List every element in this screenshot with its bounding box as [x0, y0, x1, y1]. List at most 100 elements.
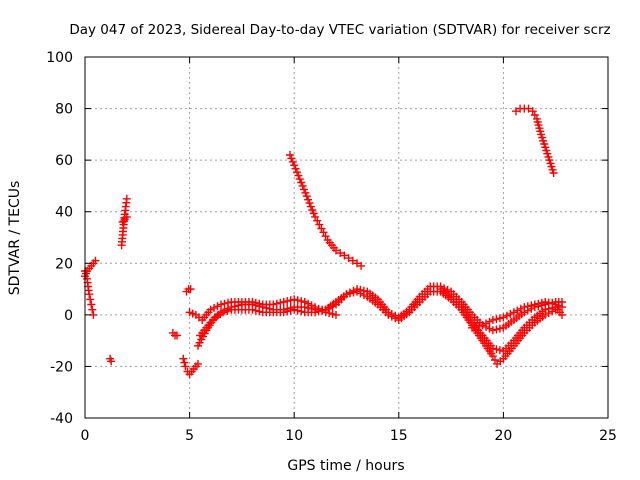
data-point: [297, 307, 306, 316]
data-point: [513, 306, 522, 315]
data-point: [495, 346, 504, 355]
data-point: [286, 296, 295, 305]
data-point: [85, 290, 94, 299]
data-point: [541, 305, 550, 314]
data-point: [356, 289, 365, 298]
data-points: [81, 104, 566, 379]
data-point: [302, 192, 311, 201]
data-point: [224, 298, 232, 307]
data-point: [534, 299, 543, 308]
data-point: [349, 288, 358, 297]
x-tick-label: 10: [285, 428, 303, 444]
data-point: [186, 285, 195, 294]
data-point: [344, 254, 353, 263]
x-tick-label: 25: [599, 428, 617, 444]
series-arc-high-1: [286, 151, 366, 270]
data-point: [217, 300, 225, 309]
data-point: [304, 195, 313, 204]
data-point: [88, 305, 97, 314]
series-arc-early-3: [106, 354, 116, 366]
data-point: [283, 297, 292, 306]
data-point: [346, 289, 354, 298]
data-point: [300, 298, 309, 306]
data-point: [357, 261, 366, 270]
data-point: [279, 298, 288, 306]
data-point: [468, 323, 476, 332]
data-point: [499, 313, 508, 322]
data-point: [482, 319, 490, 328]
data-point: [328, 310, 337, 318]
data-point: [298, 181, 307, 190]
series-arc-early-7: [182, 285, 195, 296]
data-point: [305, 199, 314, 208]
data-point: [301, 188, 310, 197]
data-point: [210, 304, 218, 312]
data-point: [558, 310, 566, 319]
data-point: [248, 298, 257, 306]
data-point: [524, 104, 533, 113]
data-point: [91, 256, 100, 265]
x-axis-label: GPS time / hours: [287, 458, 404, 474]
series-arc-high-2: [512, 104, 558, 177]
data-point: [293, 296, 302, 305]
data-point: [509, 308, 518, 317]
data-point: [206, 305, 215, 314]
data-point: [387, 312, 396, 321]
data-point: [288, 157, 297, 166]
data-point: [359, 291, 368, 300]
data-point: [314, 304, 323, 313]
x-tick-label: 5: [185, 428, 194, 444]
data-point: [290, 295, 299, 304]
data-point: [544, 298, 553, 307]
series-arc-early-1: [81, 267, 98, 319]
data-point: [213, 302, 222, 311]
data-point: [300, 185, 308, 194]
data-point: [293, 168, 301, 177]
data-point: [549, 169, 558, 177]
series-arc-dip: [179, 354, 202, 379]
data-point: [179, 354, 188, 363]
data-point: [332, 246, 340, 255]
data-point: [283, 307, 292, 316]
series-arc-main-6: [468, 298, 566, 332]
data-point: [180, 358, 189, 367]
y-tick-label: 80: [55, 102, 73, 118]
data-point: [297, 297, 306, 306]
data-point: [295, 175, 304, 184]
series-arc-early-4: [117, 194, 131, 250]
data-point: [309, 209, 318, 218]
series-arc-early-5: [118, 212, 131, 226]
data-point: [290, 305, 299, 314]
data-point: [488, 344, 497, 353]
series-arc-main-3: [185, 295, 309, 324]
data-point: [485, 317, 494, 326]
data-point: [502, 311, 511, 320]
data-point: [286, 151, 294, 159]
data-point: [294, 171, 303, 180]
data-point: [318, 306, 327, 315]
data-point: [523, 302, 532, 311]
data-point: [492, 325, 501, 334]
data-point: [220, 299, 229, 308]
series-arc-early-6: [168, 328, 181, 340]
data-point: [492, 345, 501, 354]
data-point: [342, 290, 351, 299]
data-point: [290, 161, 299, 170]
data-point: [297, 178, 306, 187]
data-point: [291, 164, 300, 173]
data-point: [248, 305, 257, 314]
y-tick-label: 20: [55, 256, 73, 272]
data-point: [87, 300, 96, 309]
data-point: [325, 309, 334, 318]
data-point: [308, 206, 317, 214]
y-tick-label: 60: [55, 153, 73, 169]
data-point: [293, 306, 302, 315]
y-tick-label: 100: [46, 50, 73, 66]
series-arc-early-2: [81, 256, 100, 281]
data-point: [255, 307, 264, 316]
data-point: [122, 212, 131, 221]
y-tick-label: -40: [50, 411, 73, 427]
data-point: [506, 310, 515, 318]
data-point: [107, 357, 116, 366]
